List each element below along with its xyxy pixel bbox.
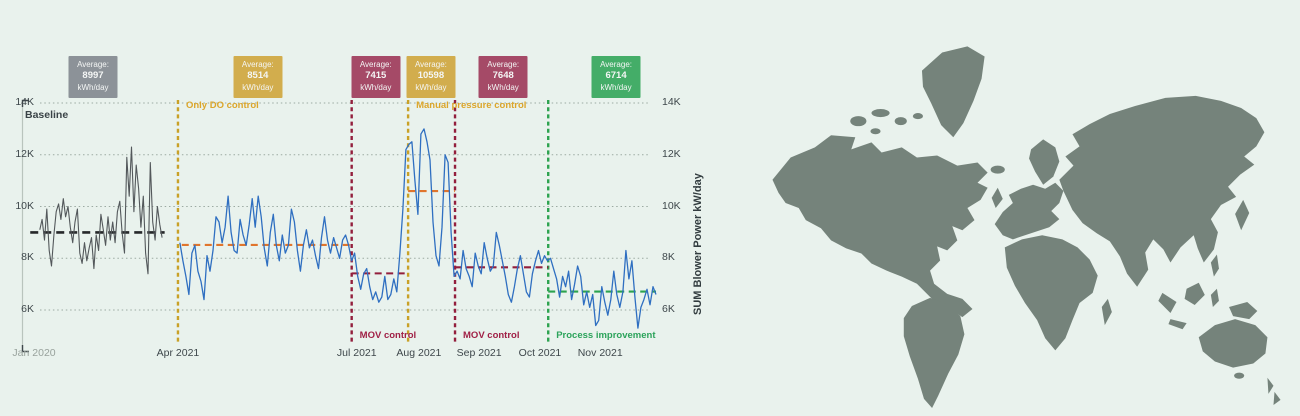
continent-asia — [1059, 95, 1265, 287]
average-badge-8997[interactable]: Average: 8997 kWh/day — [68, 56, 118, 99]
continent-africa — [1004, 235, 1098, 351]
badge-caption: Average: — [359, 60, 392, 69]
badge-caption: Average: — [77, 60, 109, 69]
badge-value: 7415 — [365, 70, 387, 82]
new-guinea — [1229, 301, 1258, 320]
average-badge-10598[interactable]: Average: 10598 kWh/day — [406, 56, 456, 99]
scandinavia — [1029, 139, 1060, 185]
madagascar — [1101, 298, 1112, 326]
badge-value: 7648 — [492, 70, 514, 82]
power-trend-chart[interactable] — [0, 0, 740, 416]
tasmania — [1234, 372, 1245, 379]
badge-unit: kWh/day — [77, 82, 109, 92]
badge-caption: Average: — [487, 60, 520, 69]
arctic-island — [870, 128, 881, 135]
average-badge-6714[interactable]: Average: 6714 kWh/day — [591, 56, 641, 99]
greenland — [921, 46, 985, 138]
continent-north-america — [772, 135, 988, 318]
badge-value: 6714 — [605, 70, 627, 82]
arctic-island — [912, 113, 923, 120]
average-badge-7415[interactable]: Average: 7415 kWh/day — [351, 56, 401, 99]
iceland — [990, 165, 1005, 174]
arctic-island — [871, 109, 890, 118]
java — [1168, 319, 1187, 330]
badge-value: 8514 — [247, 70, 269, 82]
world-map[interactable] — [762, 8, 1288, 408]
badge-unit: kWh/day — [242, 82, 274, 92]
badge-caption: Average: — [600, 60, 632, 69]
arctic-island — [894, 117, 907, 126]
badge-value: 8997 — [82, 70, 104, 82]
series-baseline — [39, 146, 163, 275]
philippines — [1210, 254, 1219, 277]
new-zealand — [1273, 391, 1281, 405]
british-isles — [991, 187, 1003, 208]
axis-tick-bottom — [21, 345, 29, 353]
badge-unit: kWh/day — [415, 82, 447, 92]
continent-south-america — [903, 297, 965, 408]
power-trend-panel: Baseline SUM Blower Power kW/day 6K 6K 8K 8… — [0, 0, 740, 416]
new-zealand — [1267, 377, 1274, 394]
world-map-panel — [762, 8, 1288, 408]
sulawesi — [1210, 288, 1219, 307]
badge-caption: Average: — [414, 60, 447, 69]
sumatra — [1158, 292, 1177, 314]
badge-value: 10598 — [417, 70, 445, 82]
average-badge-8514[interactable]: Average: 8514 kWh/day — [233, 56, 283, 99]
series-sum-blower-power — [179, 128, 657, 329]
japan — [1235, 199, 1250, 231]
continent-europe — [994, 182, 1064, 240]
borneo — [1184, 282, 1205, 305]
badge-unit: kWh/day — [600, 82, 632, 92]
badge-unit: kWh/day — [487, 82, 519, 92]
badge-caption: Average: — [241, 60, 274, 69]
continent-australia — [1198, 319, 1268, 368]
badge-unit: kWh/day — [360, 82, 392, 92]
axis-tick-top — [21, 99, 29, 107]
average-badge-7648[interactable]: Average: 7648 kWh/day — [478, 56, 528, 99]
arctic-island — [850, 116, 867, 127]
